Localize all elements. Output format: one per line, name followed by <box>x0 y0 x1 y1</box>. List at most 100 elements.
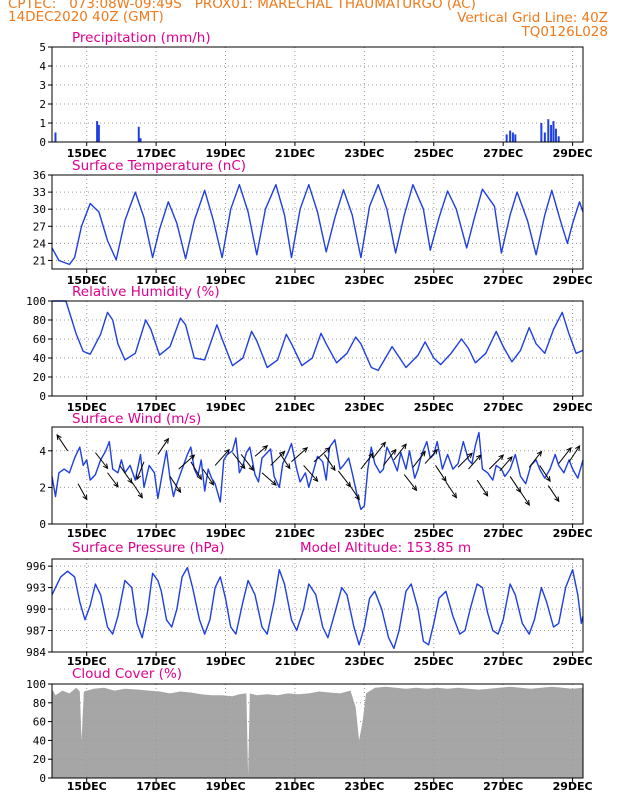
wind-arrow <box>412 451 426 468</box>
x-tick-label: 17DEC <box>136 780 176 793</box>
wind-arrow <box>291 447 308 463</box>
wind-arrow-head <box>475 454 482 461</box>
wind-arrow-head <box>271 480 277 486</box>
wind-arrow-head <box>208 479 215 486</box>
x-tick-label: 21DEC <box>275 780 315 793</box>
station-header: CPTEC: 073:08W-09:49S PROX01: MARECHAL T… <box>8 0 476 12</box>
series-line <box>51 183 584 266</box>
precip-bar <box>543 132 546 142</box>
y-tick-label: 996 <box>26 560 46 573</box>
precip-bar <box>557 136 560 142</box>
x-tick-label: 29DEC <box>553 147 593 160</box>
wind-arrow <box>348 483 360 500</box>
x-tick-label: 17DEC <box>136 527 176 540</box>
x-tick-label: 27DEC <box>483 274 523 287</box>
wind-arrow <box>435 465 447 482</box>
model-altitude-label: Model Altitude: 153.85 m <box>300 540 471 556</box>
wind-arrow <box>468 454 482 470</box>
run-date: 14DEC2020 40Z (GMT) <box>8 9 164 25</box>
wind-arrow <box>403 474 417 491</box>
y-tick-label: 27 <box>33 220 46 233</box>
wind-arrow-head <box>137 492 143 499</box>
wind-arrow-head <box>163 437 170 444</box>
wind-arrow <box>518 488 530 506</box>
x-tick-label: 27DEC <box>483 401 523 414</box>
wind-arrow <box>568 445 581 463</box>
x-tick-label: 25DEC <box>414 274 454 287</box>
wind-arrow-head <box>56 434 62 441</box>
x-tick-label: 21DEC <box>275 401 315 414</box>
wind-arrow-head <box>507 456 513 462</box>
wind-arrow <box>136 461 145 480</box>
wind-arrow-head <box>451 492 458 499</box>
wind-arrow-head <box>224 448 230 455</box>
wind-arrow-head <box>554 496 560 503</box>
series-line <box>51 566 584 650</box>
wind-arrow-head <box>262 445 269 451</box>
x-tick-label: 25DEC <box>414 147 454 160</box>
precip-bar <box>54 132 57 142</box>
wind-arrow <box>56 434 69 452</box>
y-tick-label: 100 <box>26 295 46 308</box>
model-id: TQ0126L028 <box>521 24 608 40</box>
x-tick-label: 29DEC <box>553 780 593 793</box>
wind-arrow <box>528 451 542 468</box>
y-tick-label: 2 <box>39 98 46 111</box>
wind-arrow-head <box>575 445 581 452</box>
wind-arrow-head <box>330 465 336 472</box>
wind-arrow-head <box>354 494 360 501</box>
x-tick-label: 17DEC <box>136 401 176 414</box>
x-tick-label: 27DEC <box>483 527 523 540</box>
wind-arrow <box>476 479 489 497</box>
wind-arrow-head <box>248 465 255 472</box>
y-tick-label: 60 <box>33 333 46 346</box>
wind-arrow <box>457 452 473 468</box>
panel-4 <box>48 426 584 528</box>
y-tick-label: 20 <box>33 371 46 384</box>
x-tick-label: 19DEC <box>206 655 246 668</box>
wind-arrow-head <box>432 448 439 455</box>
wind-arrow <box>119 465 133 484</box>
panel-frame <box>51 558 584 653</box>
wind-arrow <box>424 449 438 464</box>
panel-title: Relative Humidity (%) <box>72 284 220 300</box>
wind-arrow <box>240 454 254 471</box>
wind-arrow <box>558 447 572 464</box>
precip-bar <box>540 123 543 142</box>
y-tick-label: 0 <box>39 772 46 785</box>
y-tick-label: 30 <box>33 203 46 216</box>
wind-arrow-head <box>82 494 88 501</box>
wind-arrow <box>445 481 457 498</box>
x-tick-label: 15DEC <box>67 527 107 540</box>
x-tick-label: 15DEC <box>67 655 107 668</box>
wind-arrow-head <box>536 450 543 457</box>
x-tick-label: 27DEC <box>483 655 523 668</box>
wind-arrow <box>303 465 318 482</box>
wind-arrow-head <box>196 474 202 481</box>
x-tick-label: 23DEC <box>344 147 384 160</box>
wind-arrow <box>178 454 195 470</box>
y-tick-label: 40 <box>33 734 46 747</box>
wind-arrow <box>261 472 277 486</box>
x-tick-label: 23DEC <box>344 780 384 793</box>
y-tick-label: 2 <box>39 481 46 494</box>
x-tick-label: 21DEC <box>275 655 315 668</box>
wind-arrow <box>254 445 268 457</box>
panel-frame <box>51 46 584 143</box>
wind-arrow-head <box>175 487 182 494</box>
wind-arrow <box>107 472 119 488</box>
wind-arrow <box>539 465 551 482</box>
wind-arrow <box>214 449 230 466</box>
panel-title: Cloud Cover (%) <box>72 666 182 682</box>
x-tick-label: 21DEC <box>275 274 315 287</box>
wind-arrow-head <box>524 499 530 506</box>
y-tick-label: 40 <box>33 352 46 365</box>
x-tick-label: 29DEC <box>553 655 593 668</box>
wind-arrow-head <box>102 463 109 470</box>
wind-arrow <box>278 452 291 469</box>
x-tick-label: 23DEC <box>344 274 384 287</box>
y-tick-label: 33 <box>33 186 46 199</box>
panel-1 <box>48 46 584 146</box>
x-tick-label: 19DEC <box>206 274 246 287</box>
wind-arrow-head <box>483 490 489 497</box>
